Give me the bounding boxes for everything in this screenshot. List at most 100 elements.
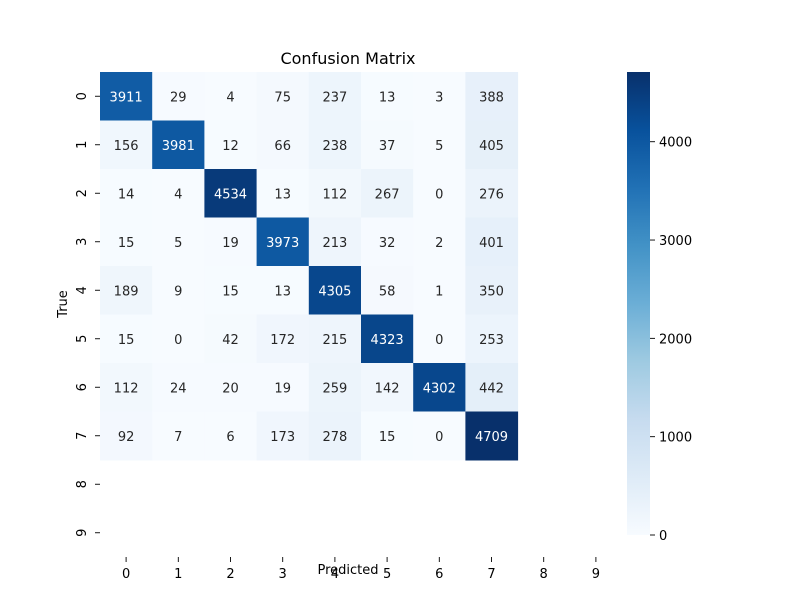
heatmap-cell (152, 120, 205, 170)
cell-value-label: 15 (118, 236, 135, 251)
y-tick-label: 6 (75, 383, 90, 391)
cell-value-label: 276 (479, 187, 504, 202)
cell-value-label: 4302 (423, 381, 456, 396)
heatmap-cell (361, 363, 414, 412)
heatmap-cell (100, 120, 153, 170)
cell-value-label: 15 (118, 333, 135, 348)
cell-value-label: 20 (222, 381, 239, 396)
cell-value-label: 42 (222, 333, 239, 348)
cell-value-label: 237 (322, 90, 347, 105)
cell-value-label: 3 (435, 90, 443, 105)
y-tick-label: 2 (75, 189, 90, 197)
cell-value-label: 267 (375, 187, 400, 202)
x-tick-label: 3 (279, 567, 287, 582)
cell-value-label: 442 (479, 381, 504, 396)
x-tick-label: 9 (592, 567, 600, 582)
heatmap-cell (152, 411, 205, 461)
heatmap-cell (100, 169, 153, 218)
cell-value-label: 13 (274, 187, 291, 202)
heatmap-cell (308, 266, 362, 315)
heatmap-cell (204, 314, 258, 364)
cell-value-label: 189 (114, 284, 139, 299)
heatmap-cell (204, 169, 258, 218)
cell-value-label: 350 (479, 284, 504, 299)
heatmap-cell (465, 363, 519, 412)
heatmap-cell (361, 217, 414, 267)
heatmap-cell (204, 120, 258, 170)
heatmap-cell (308, 169, 362, 218)
heatmap-cell (204, 266, 258, 315)
colorbar-tick-label: 1000 (659, 431, 692, 446)
heatmap-cell (152, 169, 205, 218)
cell-value-label: 388 (479, 90, 504, 105)
heatmap-cell (204, 217, 258, 267)
heatmap-cell (308, 411, 362, 461)
heatmap-cell (256, 72, 310, 121)
colorbar-tick-label: 2000 (659, 332, 692, 347)
heatmap-cell (465, 314, 519, 364)
cell-value-label: 4 (174, 187, 182, 202)
x-tick-label: 1 (174, 567, 182, 582)
x-axis-label: Predicted (317, 563, 378, 578)
x-tick-label: 4 (331, 567, 339, 582)
y-tick-label: 0 (75, 92, 90, 100)
heatmap-cell (204, 411, 258, 461)
cell-value-label: 5 (435, 139, 443, 154)
cell-value-label: 29 (170, 90, 187, 105)
cell-value-label: 215 (322, 333, 347, 348)
cell-value-label: 32 (379, 236, 396, 251)
heatmap-cell (100, 217, 153, 267)
heatmap-cell (413, 217, 466, 267)
cell-value-label: 19 (222, 236, 239, 251)
cell-value-label: 9 (174, 284, 182, 299)
heatmap-cell (361, 120, 414, 170)
colorbar-gradient (627, 72, 650, 535)
heatmap-cell (465, 120, 519, 170)
cell-value-label: 15 (222, 284, 239, 299)
heatmap-cell (361, 72, 414, 121)
cell-value-label: 6 (226, 430, 234, 445)
heatmap-cell (465, 72, 519, 121)
heatmap-cell (152, 314, 205, 364)
heatmap-cell (413, 314, 466, 364)
heatmap-cell (152, 217, 205, 267)
heatmap-cell (204, 72, 258, 121)
cell-value-label: 13 (379, 90, 396, 105)
heatmap-cell (361, 169, 414, 218)
cell-value-label: 172 (270, 333, 295, 348)
heatmap-cell (152, 72, 205, 121)
cell-value-label: 142 (375, 381, 400, 396)
heatmap-cell (256, 314, 310, 364)
heatmap-cell (465, 411, 519, 461)
cell-value-label: 238 (322, 139, 347, 154)
cell-value-label: 253 (479, 333, 504, 348)
x-tick-label: 6 (435, 567, 443, 582)
colorbar-tick-label: 4000 (659, 136, 692, 151)
y-tick-label: 8 (75, 480, 90, 488)
cell-value-label: 0 (435, 333, 443, 348)
cell-value-label: 4305 (318, 284, 351, 299)
cell-value-label: 156 (114, 139, 139, 154)
cell-value-label: 12 (222, 139, 239, 154)
cell-value-label: 4323 (371, 333, 404, 348)
cell-value-label: 4709 (475, 430, 508, 445)
colorbar-tick-label: 3000 (659, 234, 692, 249)
cell-value-label: 112 (322, 187, 347, 202)
heatmap-cell (413, 266, 466, 315)
cell-value-label: 14 (118, 187, 135, 202)
cell-value-label: 0 (435, 187, 443, 202)
cell-value-label: 1 (435, 284, 443, 299)
heatmap-cell (256, 411, 310, 461)
cell-value-label: 5 (174, 236, 182, 251)
cell-value-label: 0 (435, 430, 443, 445)
cell-value-label: 24 (170, 381, 187, 396)
x-axis-ticks: 0 1 2 3 4 5 6 7 8 9 (122, 557, 600, 582)
chart-title: Confusion Matrix (280, 49, 415, 68)
cell-value-label: 15 (379, 430, 396, 445)
heatmap-cell (100, 72, 153, 121)
cell-value-label: 7 (174, 430, 182, 445)
y-tick-label: 1 (75, 141, 90, 149)
heatmap-cell (361, 411, 414, 461)
